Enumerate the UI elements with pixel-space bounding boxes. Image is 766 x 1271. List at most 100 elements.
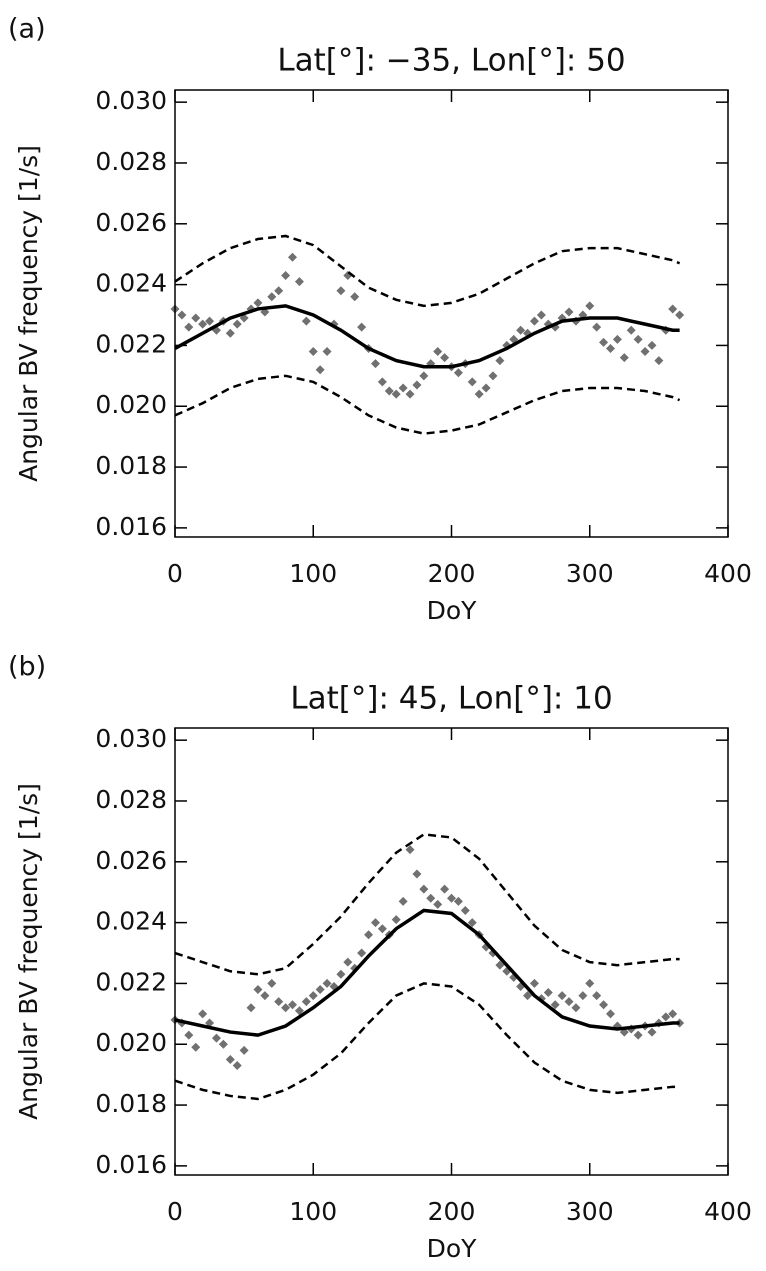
data-point — [453, 368, 463, 378]
data-point — [357, 322, 367, 332]
data-point — [239, 1045, 249, 1055]
data-point — [377, 377, 387, 387]
y-tick-label: 0.020 — [95, 1028, 167, 1057]
data-point — [267, 292, 277, 302]
data-point — [460, 905, 470, 915]
data-point — [474, 389, 484, 399]
data-point — [301, 316, 311, 326]
data-point — [177, 310, 187, 320]
data-point — [668, 1009, 678, 1019]
x-tick-label: 200 — [428, 1197, 476, 1226]
data-point — [377, 924, 387, 934]
data-point — [612, 334, 622, 344]
data-point — [467, 377, 477, 387]
data-point — [412, 380, 422, 390]
data-point — [523, 991, 533, 1001]
data-point — [647, 1027, 657, 1037]
data-point — [315, 985, 325, 995]
data-point — [205, 316, 215, 326]
y-tick-label: 0.016 — [95, 1150, 167, 1179]
data-point — [675, 310, 685, 320]
data-point — [322, 347, 332, 357]
data-point — [578, 991, 588, 1001]
data-point — [599, 337, 609, 347]
y-tick-label: 0.020 — [95, 390, 167, 419]
y-tick-label: 0.024 — [95, 269, 167, 298]
data-point — [253, 985, 263, 995]
data-point — [412, 869, 422, 879]
data-point — [495, 960, 505, 970]
data-point — [198, 319, 208, 329]
data-point — [585, 301, 595, 311]
data-point — [308, 991, 318, 1001]
data-point — [281, 1003, 291, 1013]
x-axis-label: DoY — [427, 596, 478, 625]
data-point — [184, 1030, 194, 1040]
data-point — [357, 948, 367, 958]
y-axis-label: Angular BV frequency [1/s] — [14, 145, 43, 482]
x-tick-label: 300 — [566, 1197, 614, 1226]
data-point — [647, 340, 657, 350]
data-point — [419, 884, 429, 894]
fit-line — [174, 908, 680, 1037]
x-tick-label: 400 — [704, 1197, 752, 1226]
data-point — [260, 991, 270, 1001]
bound-line — [174, 982, 680, 1101]
data-point — [198, 1009, 208, 1019]
panel-label: (b) — [8, 652, 46, 683]
chart-title: Lat[°]: −35, Lon[°]: 50 — [277, 43, 625, 79]
data-point — [654, 356, 664, 366]
data-point — [440, 353, 450, 363]
data-point — [350, 292, 360, 302]
data-point — [232, 1061, 242, 1071]
data-point — [440, 884, 450, 894]
data-point — [211, 1033, 221, 1043]
data-point — [274, 286, 284, 296]
data-point — [516, 325, 526, 335]
data-point — [481, 383, 491, 393]
data-point — [398, 896, 408, 906]
data-point — [488, 371, 498, 381]
fit-line — [174, 304, 680, 369]
plot-frame — [174, 89, 729, 538]
x-tick-label: 0 — [167, 559, 183, 588]
x-tick-label: 100 — [289, 559, 337, 588]
data-point — [626, 325, 636, 335]
data-point — [564, 997, 574, 1007]
data-point — [640, 347, 650, 357]
data-point — [225, 1054, 235, 1064]
data-point — [253, 298, 263, 308]
data-point — [550, 1000, 560, 1010]
chart-title: Lat[°]: 45, Lon[°]: 10 — [290, 681, 612, 717]
y-tick-label: 0.030 — [95, 724, 167, 753]
data-point — [605, 1009, 615, 1019]
bound-line — [174, 234, 681, 308]
y-tick-label: 0.022 — [95, 329, 167, 358]
data-point — [315, 365, 325, 375]
data-point — [592, 991, 602, 1001]
data-point — [343, 957, 353, 967]
plot-frame — [174, 727, 729, 1176]
bound-line — [174, 374, 681, 435]
y-tick-label: 0.022 — [95, 967, 167, 996]
y-tick-label: 0.024 — [95, 907, 167, 936]
data-point — [205, 1018, 215, 1028]
data-point — [529, 978, 539, 988]
data-point — [536, 310, 546, 320]
data-point — [274, 997, 284, 1007]
data-point — [433, 347, 443, 357]
data-point — [364, 930, 374, 940]
data-point — [592, 322, 602, 332]
data-point — [246, 1003, 256, 1013]
y-tick-label: 0.030 — [95, 86, 167, 115]
data-point — [564, 307, 574, 317]
y-tick-label: 0.028 — [95, 785, 167, 814]
data-point — [433, 899, 443, 909]
y-tick-label: 0.018 — [95, 1089, 167, 1118]
data-point — [288, 252, 298, 262]
x-tick-label: 100 — [289, 1197, 337, 1226]
data-point — [288, 1000, 298, 1010]
data-point — [191, 1042, 201, 1052]
data-point — [294, 1006, 304, 1016]
